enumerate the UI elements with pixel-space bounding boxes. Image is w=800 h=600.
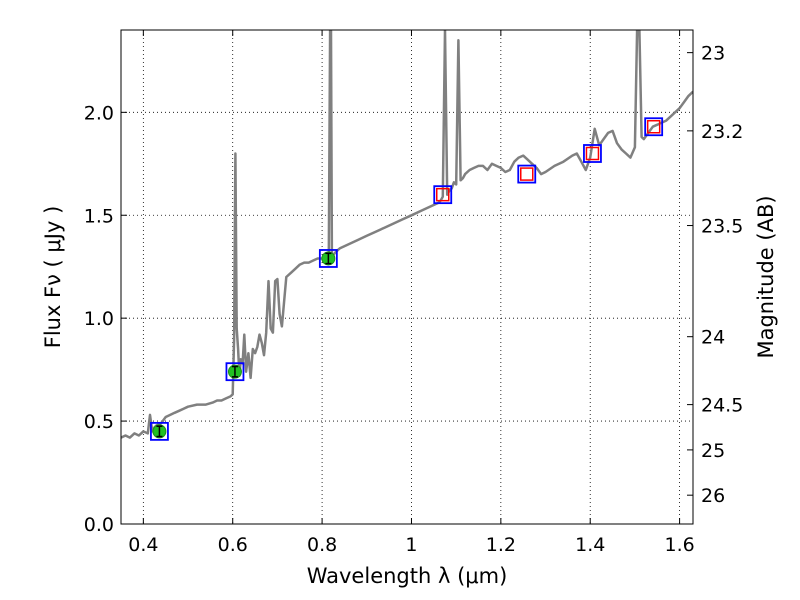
y-axis-label: Flux Fν ( μJy )	[41, 206, 65, 349]
series-layer	[121, 30, 693, 441]
predicted-flux-square	[646, 119, 661, 134]
x-tick-label: 0.6	[218, 534, 248, 556]
plot-frame	[120, 29, 694, 525]
y-tick-label: 2.0	[84, 102, 114, 124]
model-photometry-square	[517, 164, 537, 184]
y-tick-label: 0.0	[84, 514, 114, 536]
model-photometry-square	[433, 185, 453, 205]
right-tick-label: 23.2	[701, 121, 743, 143]
plot-area	[121, 30, 693, 441]
x-axis-label: Wavelength λ (μm)	[307, 564, 508, 588]
tick-labels: 0.4 0.6 0.8 1 1.2 1.4 1.6 0.0 0.5 1.0 1.5 2.0 23 23.2…	[84, 43, 744, 556]
y-tick-label: 0.5	[84, 411, 114, 433]
right-axis-label: Magnitude (AB)	[754, 195, 778, 358]
right-tick-label: 26	[701, 485, 725, 507]
y-tick-label: 1.5	[84, 205, 114, 227]
model-photometry-square	[318, 249, 338, 268]
ticks	[121, 30, 693, 525]
x-tick-label: 1	[405, 534, 417, 556]
x-tick-label: 0.8	[307, 534, 337, 556]
right-tick-label: 25	[701, 440, 725, 462]
x-tick-label: 1.2	[486, 534, 516, 556]
model-photometry-square	[583, 144, 602, 163]
y-tick-label: 1.0	[84, 308, 114, 330]
x-tick-label: 1.4	[575, 534, 605, 556]
right-tick-label: 24	[701, 327, 725, 349]
right-tick-label: 23	[701, 43, 725, 65]
spectrum-line	[121, 30, 693, 439]
x-tick-label: 1.6	[664, 534, 694, 556]
model-photometry-square	[225, 362, 245, 382]
x-tick-label: 0.4	[128, 534, 158, 556]
predicted-flux-square	[436, 187, 450, 202]
model-photometry-square	[644, 117, 664, 137]
plot-background	[121, 30, 693, 524]
model-photometry-square	[150, 421, 169, 441]
predicted-flux-square	[585, 146, 600, 161]
right-tick-label: 23.5	[701, 216, 743, 238]
right-tick-label: 24.5	[701, 395, 743, 417]
predicted-flux-square	[520, 167, 534, 181]
